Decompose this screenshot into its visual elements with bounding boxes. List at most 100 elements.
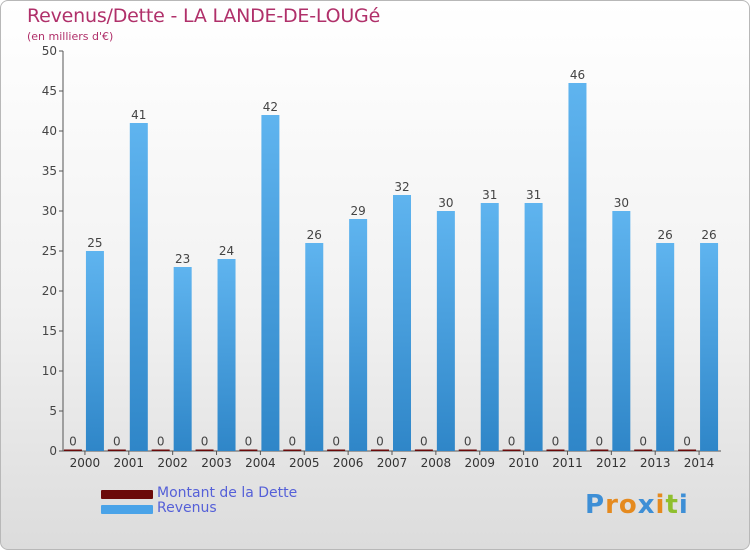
data-label-revenus: 41 (131, 108, 146, 122)
data-label-dette: 0 (420, 435, 428, 449)
bar-revenus (524, 203, 543, 451)
legend-label-dette: Montant de la Dette (157, 485, 298, 501)
bar-revenus (173, 267, 192, 451)
logo-letter: t (665, 490, 679, 520)
data-label-dette: 0 (245, 435, 253, 449)
x-tick-label: 2002 (157, 456, 188, 470)
y-tick-label: 0 (49, 444, 57, 458)
y-tick-label: 45 (42, 84, 57, 98)
data-label-revenus: 42 (263, 100, 278, 114)
bar-dette (283, 449, 302, 451)
y-tick-label: 25 (42, 244, 57, 258)
logo-letter: i (678, 490, 689, 520)
legend-label-revenus: Revenus (157, 500, 217, 516)
data-label-revenus: 29 (350, 204, 365, 218)
legend-swatch-revenus (101, 505, 153, 514)
bar-dette (414, 449, 433, 451)
bar-revenus (305, 243, 324, 451)
data-label-dette: 0 (683, 435, 691, 449)
data-label-dette: 0 (201, 435, 209, 449)
chart-bars (63, 83, 719, 451)
bar-dette (678, 449, 697, 451)
bar-revenus (436, 211, 455, 451)
data-label-revenus: 31 (482, 188, 497, 202)
data-label-dette: 0 (639, 435, 647, 449)
bar-revenus (261, 115, 280, 451)
data-label-dette: 0 (113, 435, 121, 449)
y-tick-label: 40 (42, 124, 57, 138)
y-tick-label: 20 (42, 284, 57, 298)
data-label-dette: 0 (332, 435, 340, 449)
bar-dette (151, 449, 170, 451)
data-label-dette: 0 (69, 435, 77, 449)
data-label-dette: 0 (552, 435, 560, 449)
logo-letter: o (618, 490, 638, 520)
data-label-revenus: 26 (701, 228, 716, 242)
bar-dette (590, 449, 609, 451)
x-tick-label: 2004 (245, 456, 276, 470)
x-tick-label: 2003 (201, 456, 232, 470)
bar-revenus (568, 83, 587, 451)
x-tick-label: 2005 (289, 456, 320, 470)
legend-swatch-dette (101, 490, 153, 499)
y-tick-label: 50 (42, 44, 57, 58)
data-label-revenus: 24 (219, 244, 234, 258)
logo-letter: i (655, 490, 666, 520)
logo-letter: x (637, 490, 656, 520)
x-tick-label: 2012 (596, 456, 627, 470)
logo-letter: P (585, 490, 606, 520)
x-tick-label: 2009 (464, 456, 495, 470)
bar-revenus (393, 195, 411, 451)
bar-revenus (480, 203, 499, 451)
x-tick-label: 2010 (508, 456, 539, 470)
data-label-revenus: 46 (570, 68, 585, 82)
data-label-revenus: 30 (438, 196, 453, 210)
bar-dette (239, 449, 258, 451)
y-tick-label: 5 (49, 404, 57, 418)
bar-revenus (129, 123, 148, 451)
y-tick-label: 35 (42, 164, 57, 178)
chart-subtitle: (en milliers d'€) (27, 30, 114, 43)
x-tick-label: 2008 (421, 456, 452, 470)
y-tick-label: 30 (42, 204, 57, 218)
bar-revenus (656, 243, 675, 451)
bar-revenus (612, 211, 631, 451)
data-label-revenus: 26 (658, 228, 673, 242)
x-tick-label: 2006 (333, 456, 364, 470)
data-label-dette: 0 (464, 435, 472, 449)
x-tick-label: 2014 (684, 456, 715, 470)
bar-dette (107, 449, 126, 451)
bar-dette (63, 449, 82, 451)
x-tick-label: 2000 (70, 456, 101, 470)
data-label-dette: 0 (157, 435, 165, 449)
proxiti-logo: Proxiti (585, 490, 689, 520)
bar-dette (195, 449, 214, 451)
x-tick-label: 2013 (640, 456, 671, 470)
bar-dette (371, 449, 389, 451)
data-label-dette: 0 (288, 435, 296, 449)
x-tick-label: 2007 (377, 456, 408, 470)
x-tick-label: 2011 (552, 456, 583, 470)
data-label-revenus: 32 (394, 180, 409, 194)
data-label-revenus: 26 (307, 228, 322, 242)
chart-axes: 0 5 10 15 20 25 30 35 40 45 50 2000 2001 2002 2003 2004… (42, 44, 721, 470)
x-tick-label: 2001 (114, 456, 145, 470)
bar-revenus (85, 251, 104, 451)
chart-title: Revenus/Dette - LA LANDE-DE-LOUGé (27, 5, 381, 27)
bar-dette (502, 449, 521, 451)
y-tick-label: 15 (42, 324, 57, 338)
bar-revenus (349, 219, 368, 451)
bar-revenus (700, 243, 719, 451)
bar-dette (458, 449, 477, 451)
bar-dette (546, 449, 565, 451)
chart-labels: 0 25 0 41 0 23 0 24 0 42 0 26 0 29 0 32 0 30 0 31 0 31 0 46 0 30 0… (69, 68, 717, 449)
data-label-revenus: 25 (87, 236, 102, 250)
logo-letter: r (605, 490, 619, 520)
bar-dette (634, 449, 653, 451)
data-label-revenus: 23 (175, 252, 190, 266)
y-tick-label: 10 (42, 364, 57, 378)
data-label-dette: 0 (376, 435, 384, 449)
data-label-dette: 0 (508, 435, 516, 449)
